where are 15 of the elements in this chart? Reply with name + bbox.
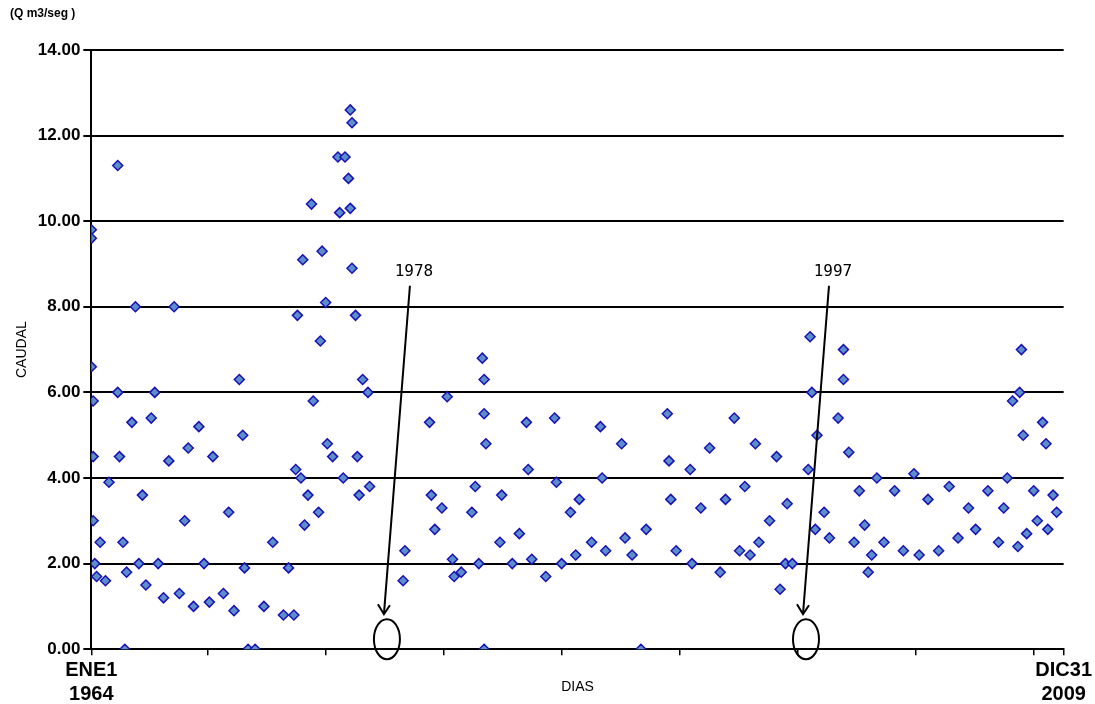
annotation: 1978 xyxy=(394,260,434,280)
x-tick-label: ENE1 1964 xyxy=(65,657,118,704)
annotation: 1997 xyxy=(813,260,853,280)
y-axis-title: CAUDAL xyxy=(13,320,30,378)
y-tick-label: 0.00 xyxy=(47,638,81,658)
y-tick-label: 8.00 xyxy=(47,296,81,316)
y-tick-label: 2.00 xyxy=(47,553,81,573)
y-tick-label: 12.00 xyxy=(37,125,81,145)
text: (Q m3/seg ) xyxy=(10,6,76,21)
y-tick-label: 6.00 xyxy=(47,382,81,402)
x-tick-label: DIC31 2009 xyxy=(1035,657,1093,704)
x-axis-title: DIAS xyxy=(561,678,594,695)
y-tick-label: 10.00 xyxy=(37,210,81,230)
y-tick-label: 14.00 xyxy=(37,39,81,59)
y-tick-label: 4.00 xyxy=(47,467,81,487)
